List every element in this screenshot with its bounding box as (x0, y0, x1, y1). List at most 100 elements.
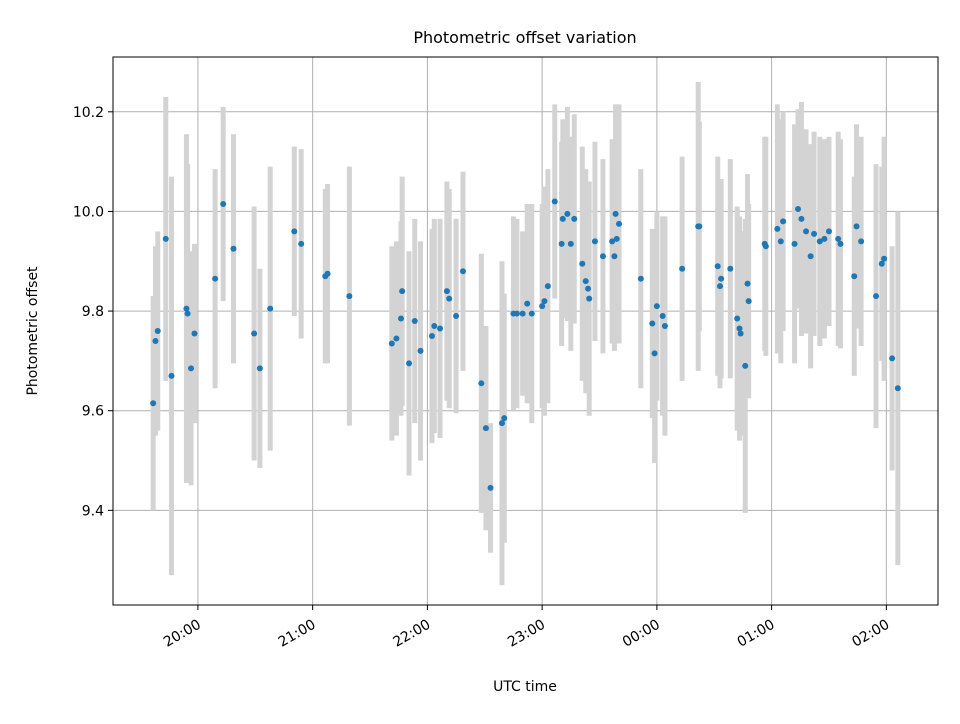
data-point (881, 255, 888, 262)
data-point (825, 228, 832, 235)
data-point (541, 298, 548, 305)
data-point (152, 337, 159, 344)
y-tick-label: 10.2 (73, 105, 104, 121)
data-point (616, 220, 623, 227)
data-point (585, 285, 592, 292)
data-point (853, 223, 860, 230)
data-point (679, 265, 686, 272)
data-point (873, 293, 880, 300)
data-point (501, 415, 508, 422)
data-point (551, 198, 558, 205)
data-point (798, 215, 805, 222)
data-point (780, 218, 787, 225)
data-point (567, 240, 574, 247)
data-point (154, 328, 161, 334)
data-point (459, 268, 466, 275)
data-point (777, 238, 784, 245)
data-point (718, 275, 725, 282)
data-point (821, 235, 828, 242)
data-point (727, 265, 734, 272)
data-point (398, 315, 405, 322)
data-point (737, 330, 744, 337)
data-point (571, 215, 578, 222)
y-axis: 9.4 9.6 9.8 10.0 10.2 (73, 105, 113, 519)
data-point (795, 205, 802, 212)
data-point (256, 365, 263, 372)
data-point (183, 305, 190, 312)
data-point (791, 240, 798, 247)
data-point (251, 330, 258, 337)
data-point (291, 228, 298, 235)
data-point (558, 240, 565, 247)
data-point (744, 280, 751, 287)
data-point (878, 260, 885, 267)
data-point (393, 335, 400, 342)
y-axis-label: Photometric offset (25, 266, 41, 396)
data-point (591, 238, 598, 245)
data-point (858, 238, 865, 245)
data-point (267, 305, 274, 312)
data-point (611, 253, 618, 260)
data-point (399, 288, 406, 295)
data-point (742, 362, 749, 369)
data-point (613, 235, 620, 242)
chart-title: Photometric offset variation (413, 28, 636, 47)
data-point (212, 275, 219, 282)
data-point (586, 295, 593, 302)
data-point (191, 330, 198, 337)
data-point (417, 347, 424, 354)
x-axis-label: UTC time (493, 679, 557, 695)
data-point (816, 238, 823, 245)
data-point (651, 350, 658, 357)
y-tick-label: 10.0 (73, 204, 104, 220)
data-point (162, 235, 169, 242)
data-point (734, 315, 741, 322)
data-point (220, 200, 227, 207)
data-point (528, 310, 535, 317)
data-point (437, 325, 444, 332)
data-point (443, 288, 450, 295)
data-point (446, 295, 453, 302)
data-point (803, 228, 810, 235)
data-point (851, 273, 858, 280)
data-point (807, 253, 814, 260)
data-point (453, 313, 460, 320)
data-point (661, 323, 668, 330)
point-layer (150, 198, 901, 491)
data-point (411, 318, 418, 325)
data-point (524, 300, 531, 307)
data-point (544, 283, 551, 290)
data-point (184, 310, 191, 317)
data-point (150, 400, 157, 407)
data-point (559, 215, 566, 222)
data-point (346, 293, 353, 300)
data-point (482, 425, 489, 432)
data-point (406, 360, 413, 367)
data-point (564, 210, 571, 217)
data-point (388, 340, 395, 347)
data-point (696, 223, 703, 230)
data-point (188, 365, 195, 372)
data-point (428, 332, 435, 339)
data-point (478, 380, 485, 387)
data-point (659, 313, 666, 320)
data-point (431, 323, 438, 330)
plot-frame (112, 56, 939, 606)
data-point (745, 298, 752, 305)
data-point (513, 310, 520, 317)
y-tick-label: 9.8 (82, 304, 104, 320)
data-point (889, 355, 896, 362)
data-point (324, 270, 331, 277)
y-tick-label: 9.6 (82, 404, 104, 420)
data-point (487, 484, 494, 491)
data-point (716, 283, 723, 290)
data-point (653, 303, 660, 310)
data-point (298, 240, 305, 247)
data-point (230, 245, 237, 252)
data-point (519, 310, 526, 317)
data-point (774, 225, 781, 232)
data-point (835, 235, 842, 242)
data-point (811, 230, 818, 237)
